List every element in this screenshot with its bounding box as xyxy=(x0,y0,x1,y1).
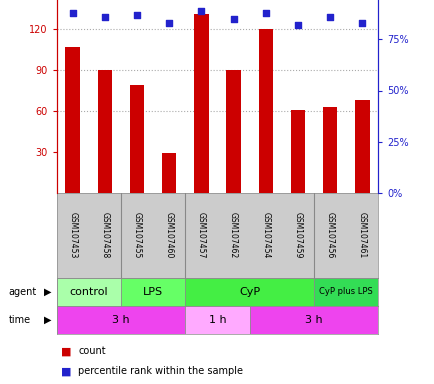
Bar xyxy=(313,278,378,306)
Text: CyP plus LPS: CyP plus LPS xyxy=(319,288,372,296)
Point xyxy=(294,22,301,28)
Text: ■: ■ xyxy=(61,366,71,376)
Text: GSM107457: GSM107457 xyxy=(197,212,205,259)
Text: GSM107462: GSM107462 xyxy=(229,212,237,259)
Text: percentile rank within the sample: percentile rank within the sample xyxy=(78,366,243,376)
Bar xyxy=(56,306,185,334)
Text: GSM107454: GSM107454 xyxy=(261,212,270,259)
Bar xyxy=(226,70,240,193)
Bar xyxy=(249,306,378,334)
Text: GSM107459: GSM107459 xyxy=(293,212,302,259)
Text: CyP: CyP xyxy=(239,287,260,297)
Point xyxy=(326,13,333,20)
Bar xyxy=(194,14,208,193)
Text: count: count xyxy=(78,346,106,356)
Point xyxy=(69,10,76,16)
Bar xyxy=(290,110,305,193)
Bar xyxy=(322,107,337,193)
Text: GSM107461: GSM107461 xyxy=(357,212,366,259)
Text: ▶: ▶ xyxy=(44,287,52,297)
Text: LPS: LPS xyxy=(143,287,163,297)
Bar xyxy=(185,278,313,306)
Text: agent: agent xyxy=(9,287,37,297)
Point xyxy=(230,16,237,22)
Point xyxy=(197,7,204,13)
Text: GSM107456: GSM107456 xyxy=(325,212,334,259)
Text: ▶: ▶ xyxy=(44,315,52,325)
Point xyxy=(101,13,108,20)
Text: 1 h: 1 h xyxy=(208,315,226,325)
Text: GSM107458: GSM107458 xyxy=(100,212,109,259)
Bar xyxy=(65,47,80,193)
Text: GSM107453: GSM107453 xyxy=(68,212,77,259)
Point xyxy=(133,12,140,18)
Bar xyxy=(97,70,112,193)
Text: ■: ■ xyxy=(61,346,71,356)
Bar xyxy=(129,85,144,193)
Point xyxy=(165,20,172,26)
Text: time: time xyxy=(9,315,31,325)
Bar xyxy=(185,306,249,334)
Bar xyxy=(56,278,121,306)
Bar xyxy=(161,153,176,193)
Bar xyxy=(258,29,273,193)
Text: 3 h: 3 h xyxy=(305,315,322,325)
Point xyxy=(358,20,365,26)
Point xyxy=(262,10,269,16)
Text: GSM107455: GSM107455 xyxy=(132,212,141,259)
Text: GSM107460: GSM107460 xyxy=(164,212,173,259)
Text: 3 h: 3 h xyxy=(112,315,129,325)
Bar xyxy=(354,100,369,193)
Text: control: control xyxy=(69,287,108,297)
Bar xyxy=(121,278,185,306)
